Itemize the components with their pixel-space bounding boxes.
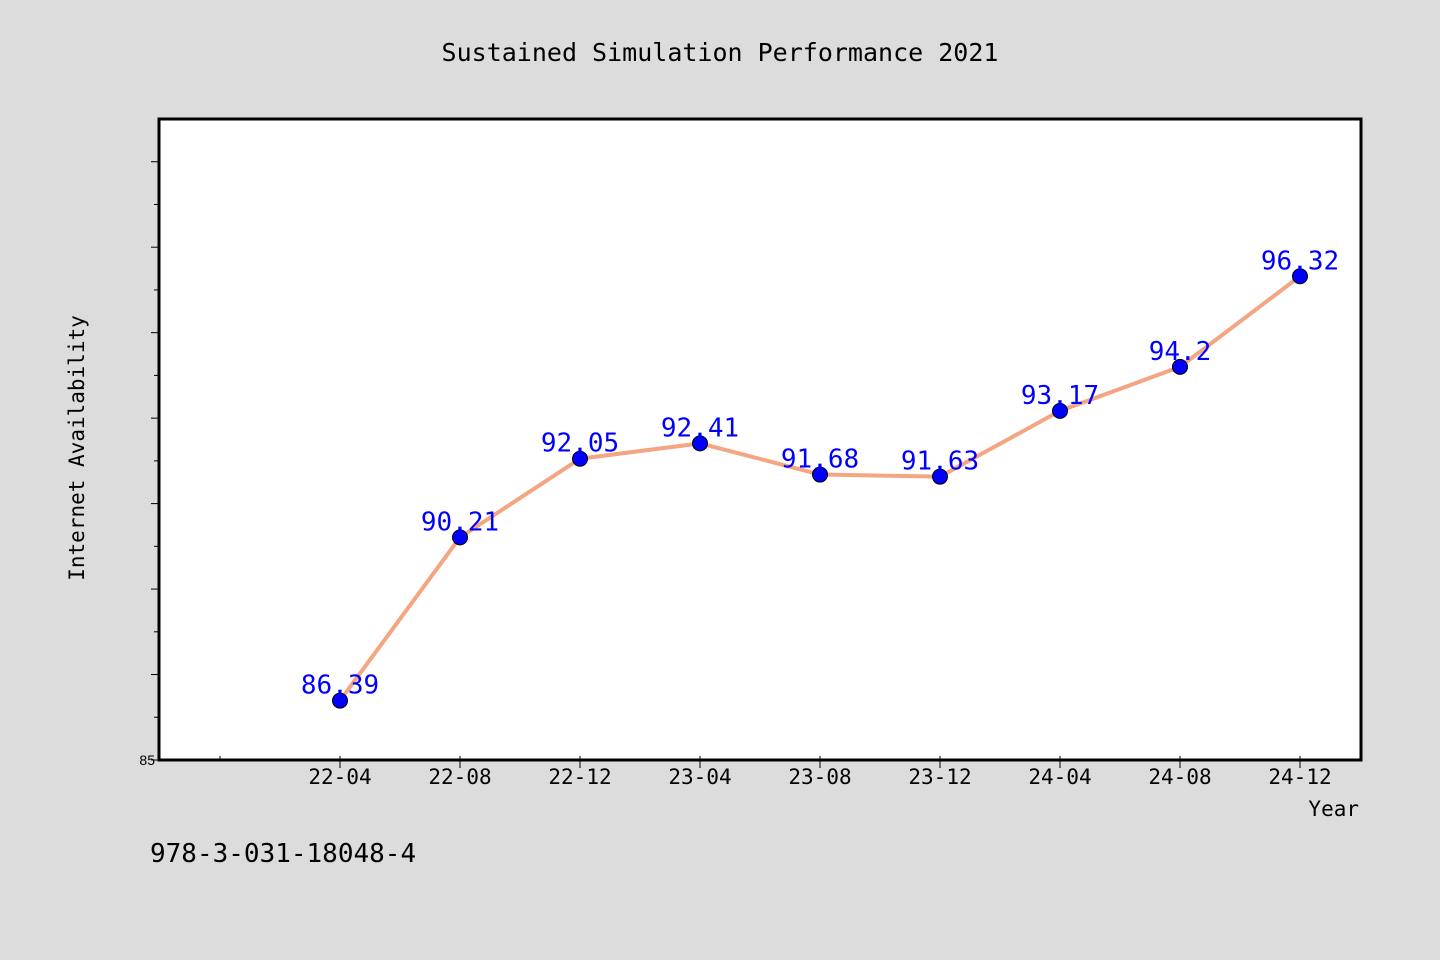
- x-tick-label: 23-08: [788, 765, 851, 789]
- y-axis-tick-labels: 85: [139, 752, 155, 768]
- data-point: [1052, 402, 1068, 419]
- x-tick-label: 22-04: [308, 765, 371, 789]
- data-point: [452, 529, 468, 546]
- data-label: 91.63: [901, 447, 979, 477]
- x-tick-label: 22-12: [548, 765, 611, 789]
- y-tick-label: 85: [139, 752, 155, 768]
- data-label: 92.41: [661, 413, 739, 443]
- series-1: 86.39 90.21 92.05 92.41 91.68 91.63 93.17 94.2 9…: [301, 246, 1339, 709]
- y-axis-ticks: [151, 161, 159, 761]
- data-point: [332, 692, 348, 709]
- data-label: 94.2: [1149, 337, 1212, 367]
- x-tick-label: 22-08: [428, 765, 491, 789]
- x-tick-label: 23-04: [668, 765, 731, 789]
- data-point: [1292, 268, 1308, 285]
- chart-title: Sustained Simulation Performance 2021: [442, 38, 999, 67]
- x-axis-label: Year: [1308, 797, 1359, 821]
- data-label: 86.39: [301, 671, 379, 701]
- data-point: [1172, 358, 1188, 375]
- x-tick-label: 23-12: [908, 765, 971, 789]
- data-point: [812, 466, 828, 483]
- footer-isbn-text: 978-3-031-18048-4: [150, 839, 416, 869]
- data-label: 92.05: [541, 429, 619, 459]
- y-axis-label: Internet Availability: [65, 315, 89, 581]
- x-tick-label: 24-08: [1148, 765, 1211, 789]
- data-point: [932, 468, 948, 485]
- data-label: 96.32: [1261, 246, 1339, 276]
- x-axis-ticks: [219, 756, 1301, 768]
- x-axis-tick-labels: 22-04 22-08 22-12 23-04 23-08 23-12 24-04 24-08…: [308, 765, 1331, 789]
- data-point: [692, 435, 708, 452]
- data-label: 91.68: [781, 445, 859, 475]
- x-tick-label: 24-12: [1268, 765, 1331, 789]
- data-point: [572, 450, 588, 467]
- plot-area: [157, 117, 1363, 762]
- data-label: 90.21: [421, 507, 499, 537]
- data-label: 93.17: [1021, 381, 1099, 411]
- x-tick-label: 24-04: [1028, 765, 1091, 789]
